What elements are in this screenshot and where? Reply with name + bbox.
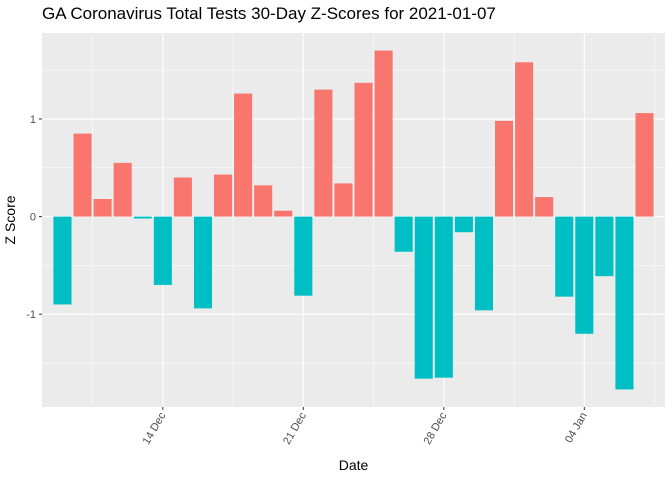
- bar-2020-12-09: [53, 216, 72, 305]
- bar-2020-12-11: [93, 199, 112, 217]
- bar-2020-12-22: [314, 89, 333, 217]
- minor-gridlines: [42, 33, 665, 407]
- bar-2020-12-14: [153, 216, 172, 285]
- x-tick-label: 14 Dec: [141, 410, 169, 447]
- y-axis: -1 0 1: [26, 114, 42, 321]
- x-axis: 14 Dec 21 Dec 28 Dec 04 Jan: [141, 407, 590, 447]
- bar-2020-12-18: [234, 93, 253, 217]
- y-tick-label: 1: [30, 114, 36, 126]
- bar-2020-12-17: [214, 174, 233, 217]
- bar-2021-01-04: [575, 216, 594, 334]
- bar-2020-12-23: [334, 183, 353, 217]
- bar-2021-01-05: [595, 216, 614, 277]
- bar-2020-12-31: [494, 120, 514, 217]
- bar-2021-01-02: [535, 197, 554, 217]
- bar-2020-12-25: [374, 50, 393, 217]
- x-tick-label: 21 Dec: [281, 410, 309, 447]
- x-tick-label: 28 Dec: [422, 410, 450, 447]
- bar-2020-12-29: [454, 216, 473, 233]
- bar-2020-12-15: [173, 177, 192, 217]
- bar-2020-12-20: [274, 210, 293, 217]
- bar-2020-12-10: [73, 133, 92, 217]
- y-axis-title: Z Score: [2, 195, 18, 244]
- x-tick-label: 04 Jan: [563, 411, 590, 446]
- bar-2021-01-01: [515, 62, 534, 217]
- bar-2020-12-24: [354, 82, 373, 217]
- bar-2020-12-13: [133, 216, 152, 219]
- y-tick-label: 0: [30, 212, 36, 224]
- bar-2021-01-03: [555, 216, 574, 297]
- bar-2021-01-07: [635, 113, 654, 217]
- bar-2020-12-30: [474, 216, 493, 311]
- bar-2020-12-19: [254, 185, 273, 217]
- x-axis-title: Date: [339, 457, 369, 473]
- bar-2020-12-12: [113, 162, 132, 217]
- bar-2020-12-26: [394, 216, 413, 252]
- bar-2020-12-21: [294, 216, 313, 296]
- y-tick-label: -1: [26, 309, 36, 321]
- bar-2020-12-28: [434, 216, 453, 378]
- bar-2020-12-27: [414, 216, 433, 379]
- bar-2020-12-16: [193, 216, 213, 309]
- bars-group: [53, 50, 654, 390]
- bar-2021-01-06: [615, 216, 634, 390]
- chart-title: GA Coronavirus Total Tests 30-Day Z-Scor…: [42, 4, 496, 23]
